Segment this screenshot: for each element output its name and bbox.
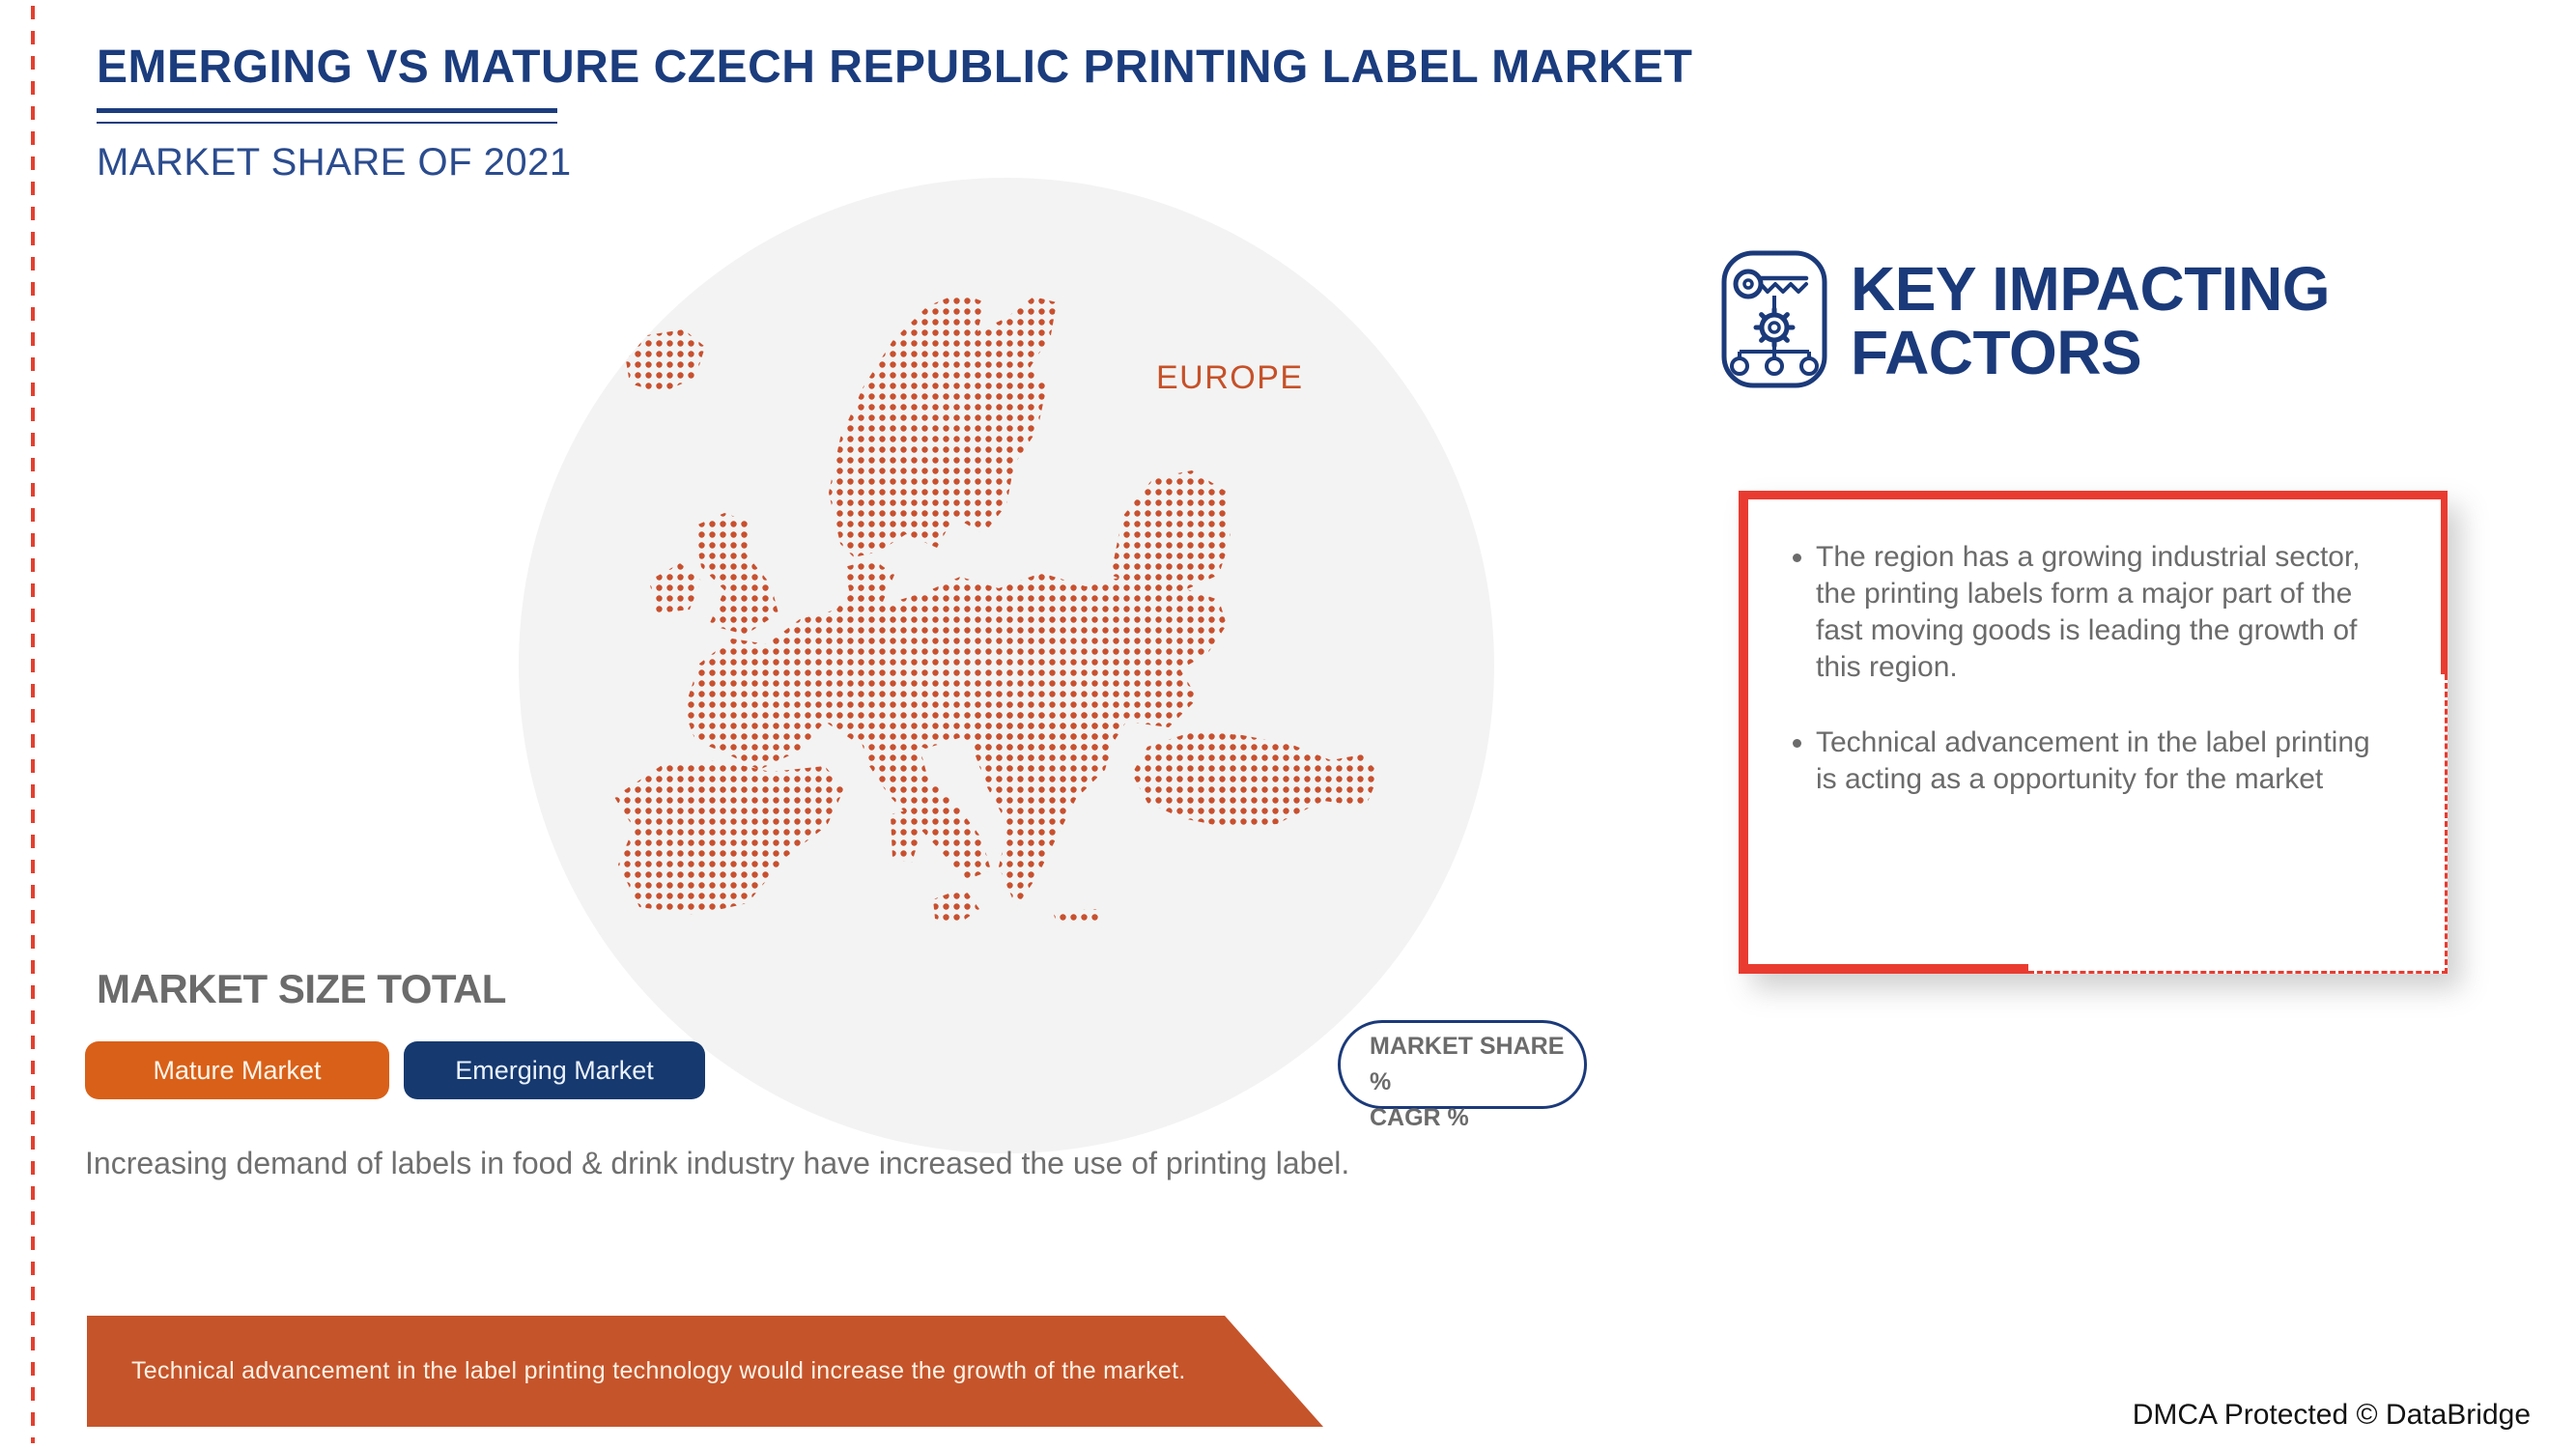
legend-mature-market-button[interactable]: Mature Market <box>85 1041 389 1099</box>
page-title: EMERGING VS MATURE CZECH REPUBLIC PRINTI… <box>97 42 1693 93</box>
legend-emerging-market-button[interactable]: Emerging Market <box>404 1041 705 1099</box>
market-note: Increasing demand of labels in food & dr… <box>85 1146 1350 1180</box>
panel-border-bottom-solid <box>1739 964 2028 974</box>
panel-border-bottom-dashed <box>2028 971 2448 974</box>
title-underline-thick <box>97 108 557 113</box>
title-underline-thin <box>97 122 557 124</box>
page-subtitle: MARKET SHARE OF 2021 <box>97 141 572 184</box>
panel-border-right-solid <box>2441 491 2448 674</box>
badge-line-cagr: CAGR % <box>1370 1104 1469 1131</box>
key-gear-flowchart-icon <box>1721 250 1827 388</box>
left-dashed-border <box>31 6 35 1443</box>
banner-text: Technical advancement in the label print… <box>131 1357 1186 1384</box>
key-factors-panel: The region has a growing industrial sect… <box>1739 491 2448 974</box>
dmca-footer: DMCA Protected © DataBridge <box>2132 1399 2531 1431</box>
key-factors-heading: KEY IMPACTING FACTORS <box>1851 254 2331 387</box>
key-factors-bullets: The region has a growing industrial sect… <box>1783 539 2392 837</box>
panel-border-left <box>1739 491 1748 974</box>
bullet-item: Technical advancement in the label print… <box>1816 724 2392 798</box>
market-size-heading: MARKET SIZE TOTAL <box>97 966 506 1011</box>
region-label: EUROPE <box>1156 359 1304 396</box>
europe-dot-map <box>614 293 1379 924</box>
market-share-cagr-badge: MARKET SHARE % CAGR % <box>1338 1020 1587 1131</box>
bullet-item: The region has a growing industrial sect… <box>1816 539 2392 686</box>
panel-border-right-dashed <box>2445 674 2448 974</box>
badge-line-market-share: MARKET SHARE % <box>1370 1033 1565 1095</box>
banner-ribbon: Technical advancement in the label print… <box>87 1316 1323 1427</box>
panel-border-top <box>1739 491 2448 499</box>
